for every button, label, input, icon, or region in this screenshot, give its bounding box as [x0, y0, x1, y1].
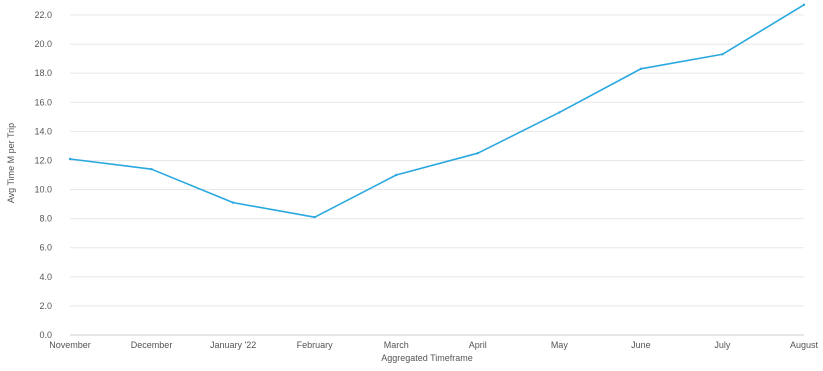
y-tick-label: 8.0 [39, 214, 52, 224]
data-point [558, 111, 561, 114]
y-tick-labels: 0.0 2.0 4.0 6.0 8.0 10.0 12.0 14.0 16.0 18.0 20.0 2… [34, 10, 52, 340]
y-tick-label: 10.0 [34, 185, 52, 195]
y-tick-label: 14.0 [34, 126, 52, 136]
x-tick-label: April [469, 340, 487, 350]
y-tick-label: 12.0 [34, 155, 52, 165]
x-tick-label: March [384, 340, 409, 350]
data-point [231, 201, 235, 204]
x-tick-label: February [297, 340, 334, 350]
x-tick-label: May [551, 340, 569, 350]
x-tick-label: August [790, 340, 819, 350]
x-tick-label: January '22 [210, 340, 256, 350]
series-layer [68, 3, 806, 219]
y-tick-label: 4.0 [39, 272, 52, 282]
series-line [69, 4, 805, 218]
x-axis-title: Aggregated Timeframe [381, 353, 473, 363]
y-axis-title: Avg Time M per Trip [6, 123, 16, 203]
y-tick-label: 0.0 [39, 330, 52, 340]
y-tick-label: 16.0 [34, 97, 52, 107]
data-point [395, 173, 398, 177]
y-tick-label: 22.0 [34, 10, 52, 20]
y-tick-label: 2.0 [39, 301, 52, 311]
data-point [150, 167, 153, 171]
x-tick-label: June [631, 340, 651, 350]
data-point [639, 67, 643, 71]
x-tick-labels: November December January '22 February March… [49, 340, 818, 350]
data-point [313, 215, 316, 219]
y-tick-label: 18.0 [34, 68, 52, 78]
data-point [476, 151, 479, 155]
x-tick-label: December [131, 340, 173, 350]
y-tick-label: 20.0 [34, 39, 52, 49]
gridlines [70, 14, 804, 307]
y-tick-label: 6.0 [39, 243, 52, 253]
data-point [802, 3, 806, 7]
data-point [721, 53, 724, 56]
x-tick-label: July [714, 340, 731, 350]
data-point [68, 157, 72, 161]
x-tick-label: November [49, 340, 91, 350]
